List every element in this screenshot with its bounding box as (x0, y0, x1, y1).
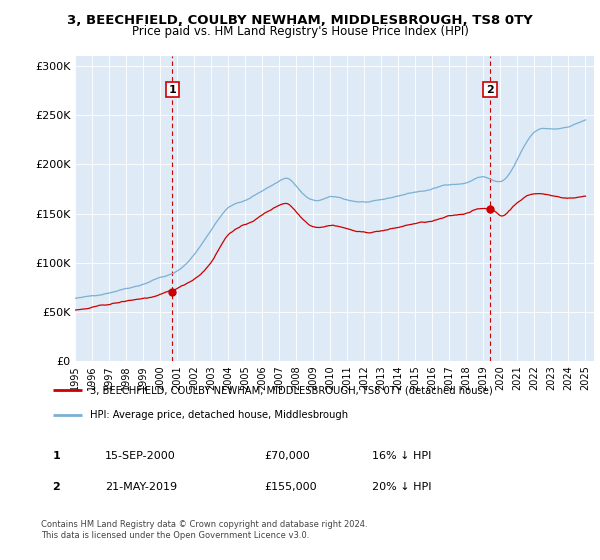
Text: 1: 1 (53, 451, 60, 461)
Text: This data is licensed under the Open Government Licence v3.0.: This data is licensed under the Open Gov… (41, 531, 309, 540)
Text: 21-MAY-2019: 21-MAY-2019 (105, 482, 177, 492)
Text: 3, BEECHFIELD, COULBY NEWHAM, MIDDLESBROUGH, TS8 0TY: 3, BEECHFIELD, COULBY NEWHAM, MIDDLESBRO… (67, 14, 533, 27)
Text: £70,000: £70,000 (264, 451, 310, 461)
Text: 2: 2 (486, 85, 494, 95)
Text: Contains HM Land Registry data © Crown copyright and database right 2024.: Contains HM Land Registry data © Crown c… (41, 520, 367, 529)
Text: 20% ↓ HPI: 20% ↓ HPI (372, 482, 431, 492)
Text: Price paid vs. HM Land Registry's House Price Index (HPI): Price paid vs. HM Land Registry's House … (131, 25, 469, 38)
Text: 1: 1 (168, 85, 176, 95)
Text: 15-SEP-2000: 15-SEP-2000 (105, 451, 176, 461)
Text: £155,000: £155,000 (264, 482, 317, 492)
Text: 16% ↓ HPI: 16% ↓ HPI (372, 451, 431, 461)
Text: 2: 2 (53, 482, 60, 492)
Text: 3, BEECHFIELD, COULBY NEWHAM, MIDDLESBROUGH, TS8 0TY (detached house): 3, BEECHFIELD, COULBY NEWHAM, MIDDLESBRO… (89, 385, 492, 395)
Text: HPI: Average price, detached house, Middlesbrough: HPI: Average price, detached house, Midd… (89, 410, 347, 420)
